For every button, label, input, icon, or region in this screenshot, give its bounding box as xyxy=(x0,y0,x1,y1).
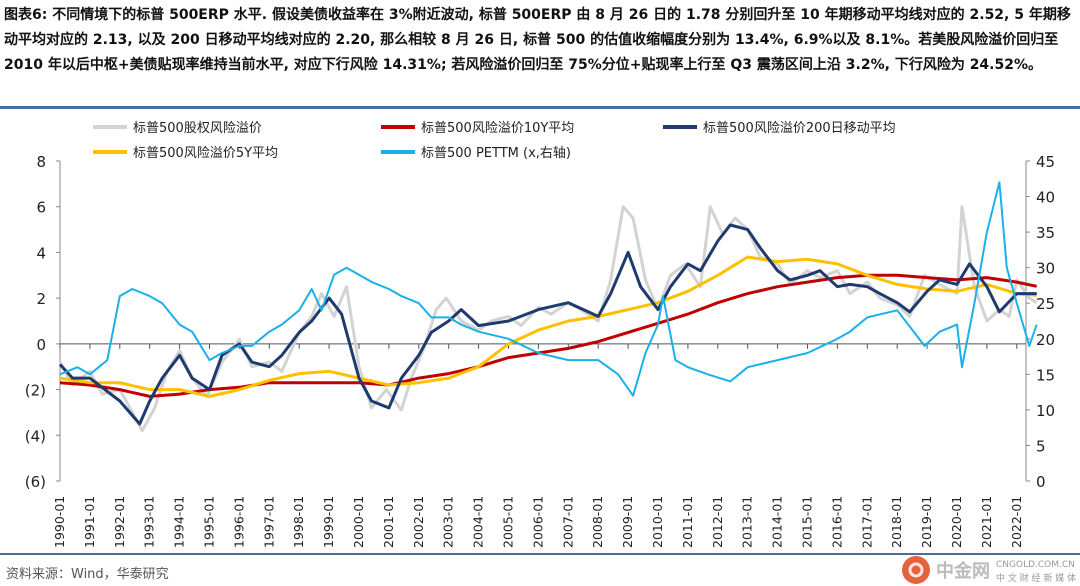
watermark-tagline: 中 文 财 经 新 媒 体 xyxy=(996,572,1076,584)
right-tick-label: 0 xyxy=(1036,473,1046,491)
x-tick-label: 2019-01 xyxy=(919,496,934,548)
x-tick-label: 2014-01 xyxy=(770,496,785,548)
x-tick-label: 1995-01 xyxy=(202,496,217,548)
x-tick-label: 2006-01 xyxy=(530,496,545,548)
series-line-0 xyxy=(58,205,1038,433)
right-tick-label: 20 xyxy=(1036,331,1055,349)
legend-label: 标普500股权风险溢价 xyxy=(133,120,262,136)
x-tick-label: 2001-01 xyxy=(381,496,396,548)
x-tick-label: 1998-01 xyxy=(291,496,306,548)
x-tick-label: 1992-01 xyxy=(112,496,127,548)
chart-title: 图表6: 不同情境下的标普 500ERP 水平. 假设美债收益率在 3%附近波动… xyxy=(4,7,1071,73)
x-tick-label: 1999-01 xyxy=(321,496,336,548)
legend-label: 标普500风险溢价5Y平均 xyxy=(133,146,278,161)
watermark-brand: 中金网 xyxy=(936,560,990,582)
watermark-emblem-icon xyxy=(902,556,930,584)
legend-label: 标普500风险溢价200日移动平均 xyxy=(703,121,896,136)
series-line-2 xyxy=(59,255,1037,398)
x-tick-label: 2003-01 xyxy=(441,496,456,548)
x-tick-label: 2009-01 xyxy=(620,496,635,548)
x-tick-label: 2017-01 xyxy=(859,496,874,548)
x-tick-label: 2021-01 xyxy=(979,496,994,548)
x-tick-label: 1991-01 xyxy=(82,496,97,548)
x-tick-label: 1993-01 xyxy=(142,496,157,548)
x-tick-label: 1990-01 xyxy=(52,496,67,548)
right-tick-label: 35 xyxy=(1036,224,1055,242)
right-tick-label: 25 xyxy=(1036,295,1055,313)
series-line-4 xyxy=(59,181,1038,397)
title-divider xyxy=(0,106,1080,109)
right-tick-label: 15 xyxy=(1036,366,1055,384)
left-tick-label: 2 xyxy=(36,290,46,308)
right-tick-label: 5 xyxy=(1036,437,1046,455)
x-tick-label: 2007-01 xyxy=(560,496,575,548)
x-tick-label: 1994-01 xyxy=(172,496,187,548)
x-tick-label: 2016-01 xyxy=(829,496,844,548)
x-tick-label: 2011-01 xyxy=(680,496,695,548)
source-note: 资料来源：Wind，华泰研究 xyxy=(6,567,169,582)
x-tick-label: 1997-01 xyxy=(261,496,276,548)
x-tick-label: 2004-01 xyxy=(471,496,486,548)
left-tick-label: 8 xyxy=(36,153,46,171)
left-tick-label: (6) xyxy=(25,473,46,491)
left-tick-label: (4) xyxy=(25,427,46,445)
right-tick-label: 40 xyxy=(1036,189,1055,207)
right-tick-label: 45 xyxy=(1036,153,1055,171)
x-tick-label: 2012-01 xyxy=(710,496,725,548)
right-tick-label: 10 xyxy=(1036,402,1055,420)
x-tick-label: 2015-01 xyxy=(800,496,815,548)
x-tick-label: 2022-01 xyxy=(1009,496,1024,548)
x-tick-label: 1996-01 xyxy=(231,496,246,548)
watermark-logo: 中金网 CNGOLD.COM.CN 中 文 财 经 新 媒 体 xyxy=(900,553,1080,586)
x-tick-label: 2013-01 xyxy=(740,496,755,548)
left-tick-label: 6 xyxy=(36,199,46,217)
x-tick-label: 2000-01 xyxy=(351,496,366,548)
x-tick-label: 2002-01 xyxy=(411,496,426,548)
series-line-3 xyxy=(58,223,1037,426)
left-tick-label: 0 xyxy=(36,336,46,354)
left-tick-label: 4 xyxy=(36,244,46,262)
x-tick-label: 2020-01 xyxy=(949,496,964,548)
legend-label: 标普500风险溢价10Y平均 xyxy=(421,121,574,136)
legend-label: 标普500 PETTM (x,右轴) xyxy=(421,146,571,161)
watermark-domain: CNGOLD.COM.CN xyxy=(996,560,1075,570)
x-tick-label: 2010-01 xyxy=(650,496,665,548)
series-line-1 xyxy=(59,273,1038,398)
right-tick-label: 30 xyxy=(1036,260,1055,278)
left-tick-label: (2) xyxy=(25,382,46,400)
x-tick-label: 2008-01 xyxy=(590,496,605,548)
source-divider xyxy=(0,553,1080,555)
x-tick-label: 2005-01 xyxy=(501,496,516,548)
x-tick-label: 2018-01 xyxy=(889,496,904,548)
